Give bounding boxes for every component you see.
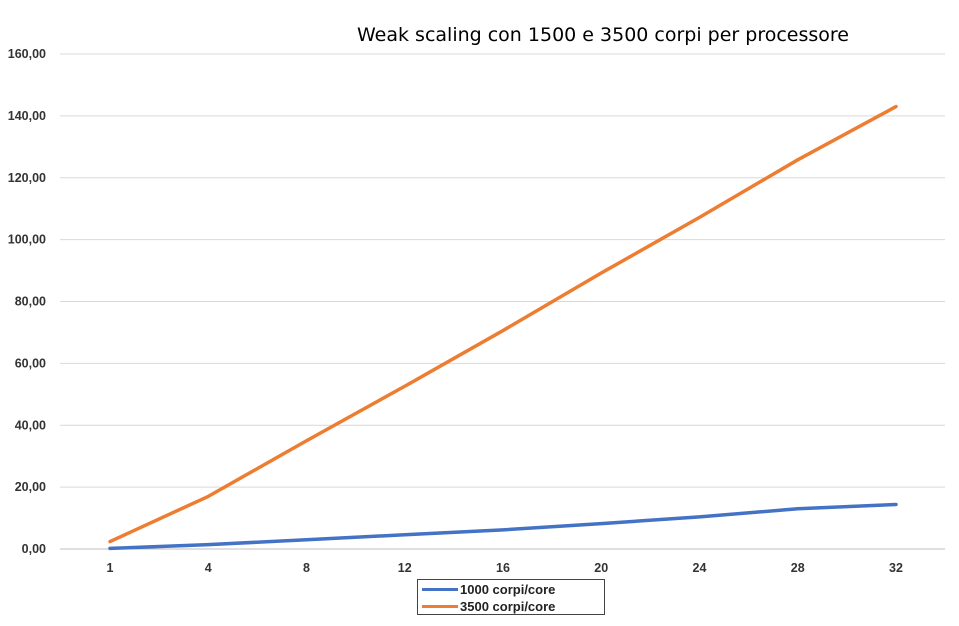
series-line-1 bbox=[108, 502, 898, 551]
y-tick-label: 0,00 bbox=[22, 542, 46, 556]
legend-label-series-2: 3500 corpi/core bbox=[460, 599, 556, 614]
legend-swatch-series-1 bbox=[422, 588, 458, 591]
y-tick-label: 80,00 bbox=[15, 295, 46, 309]
x-tick-label: 1 bbox=[107, 561, 114, 575]
y-tick-label: 20,00 bbox=[15, 480, 46, 494]
legend-label-series-1: 1000 corpi/core bbox=[460, 582, 556, 597]
legend-item-series-2: 3500 corpi/core bbox=[422, 598, 555, 615]
y-tick-label: 60,00 bbox=[15, 356, 46, 370]
x-tick-label: 20 bbox=[594, 561, 608, 575]
x-tick-label: 28 bbox=[791, 561, 805, 575]
y-tick-label: 100,00 bbox=[8, 233, 46, 247]
x-axis-ticks: 1 4 8 12 16 20 24 28 32 bbox=[107, 561, 903, 575]
series-lines bbox=[108, 104, 898, 551]
legend-item-series-1: 1000 corpi/core bbox=[422, 581, 555, 598]
x-tick-label: 4 bbox=[205, 561, 212, 575]
y-tick-label: 140,00 bbox=[8, 109, 46, 123]
y-tick-label: 40,00 bbox=[15, 418, 46, 432]
legend-swatch-series-2 bbox=[422, 605, 458, 608]
y-tick-label: 120,00 bbox=[8, 171, 46, 185]
x-tick-label: 12 bbox=[398, 561, 412, 575]
x-tick-label: 32 bbox=[889, 561, 903, 575]
y-axis-ticks: 0,00 20,00 40,00 60,00 80,00 100,00 120,00 140,… bbox=[8, 47, 46, 556]
legend: 1000 corpi/core 3500 corpi/core bbox=[417, 579, 605, 615]
gridlines bbox=[60, 53, 945, 550]
x-tick-label: 16 bbox=[496, 561, 510, 575]
series-line-2 bbox=[108, 104, 898, 544]
x-tick-label: 24 bbox=[693, 561, 707, 575]
x-tick-label: 8 bbox=[303, 561, 310, 575]
chart-title: Weak scaling con 1500 e 3500 corpi per p… bbox=[357, 24, 849, 46]
y-tick-label: 160,00 bbox=[8, 47, 46, 61]
